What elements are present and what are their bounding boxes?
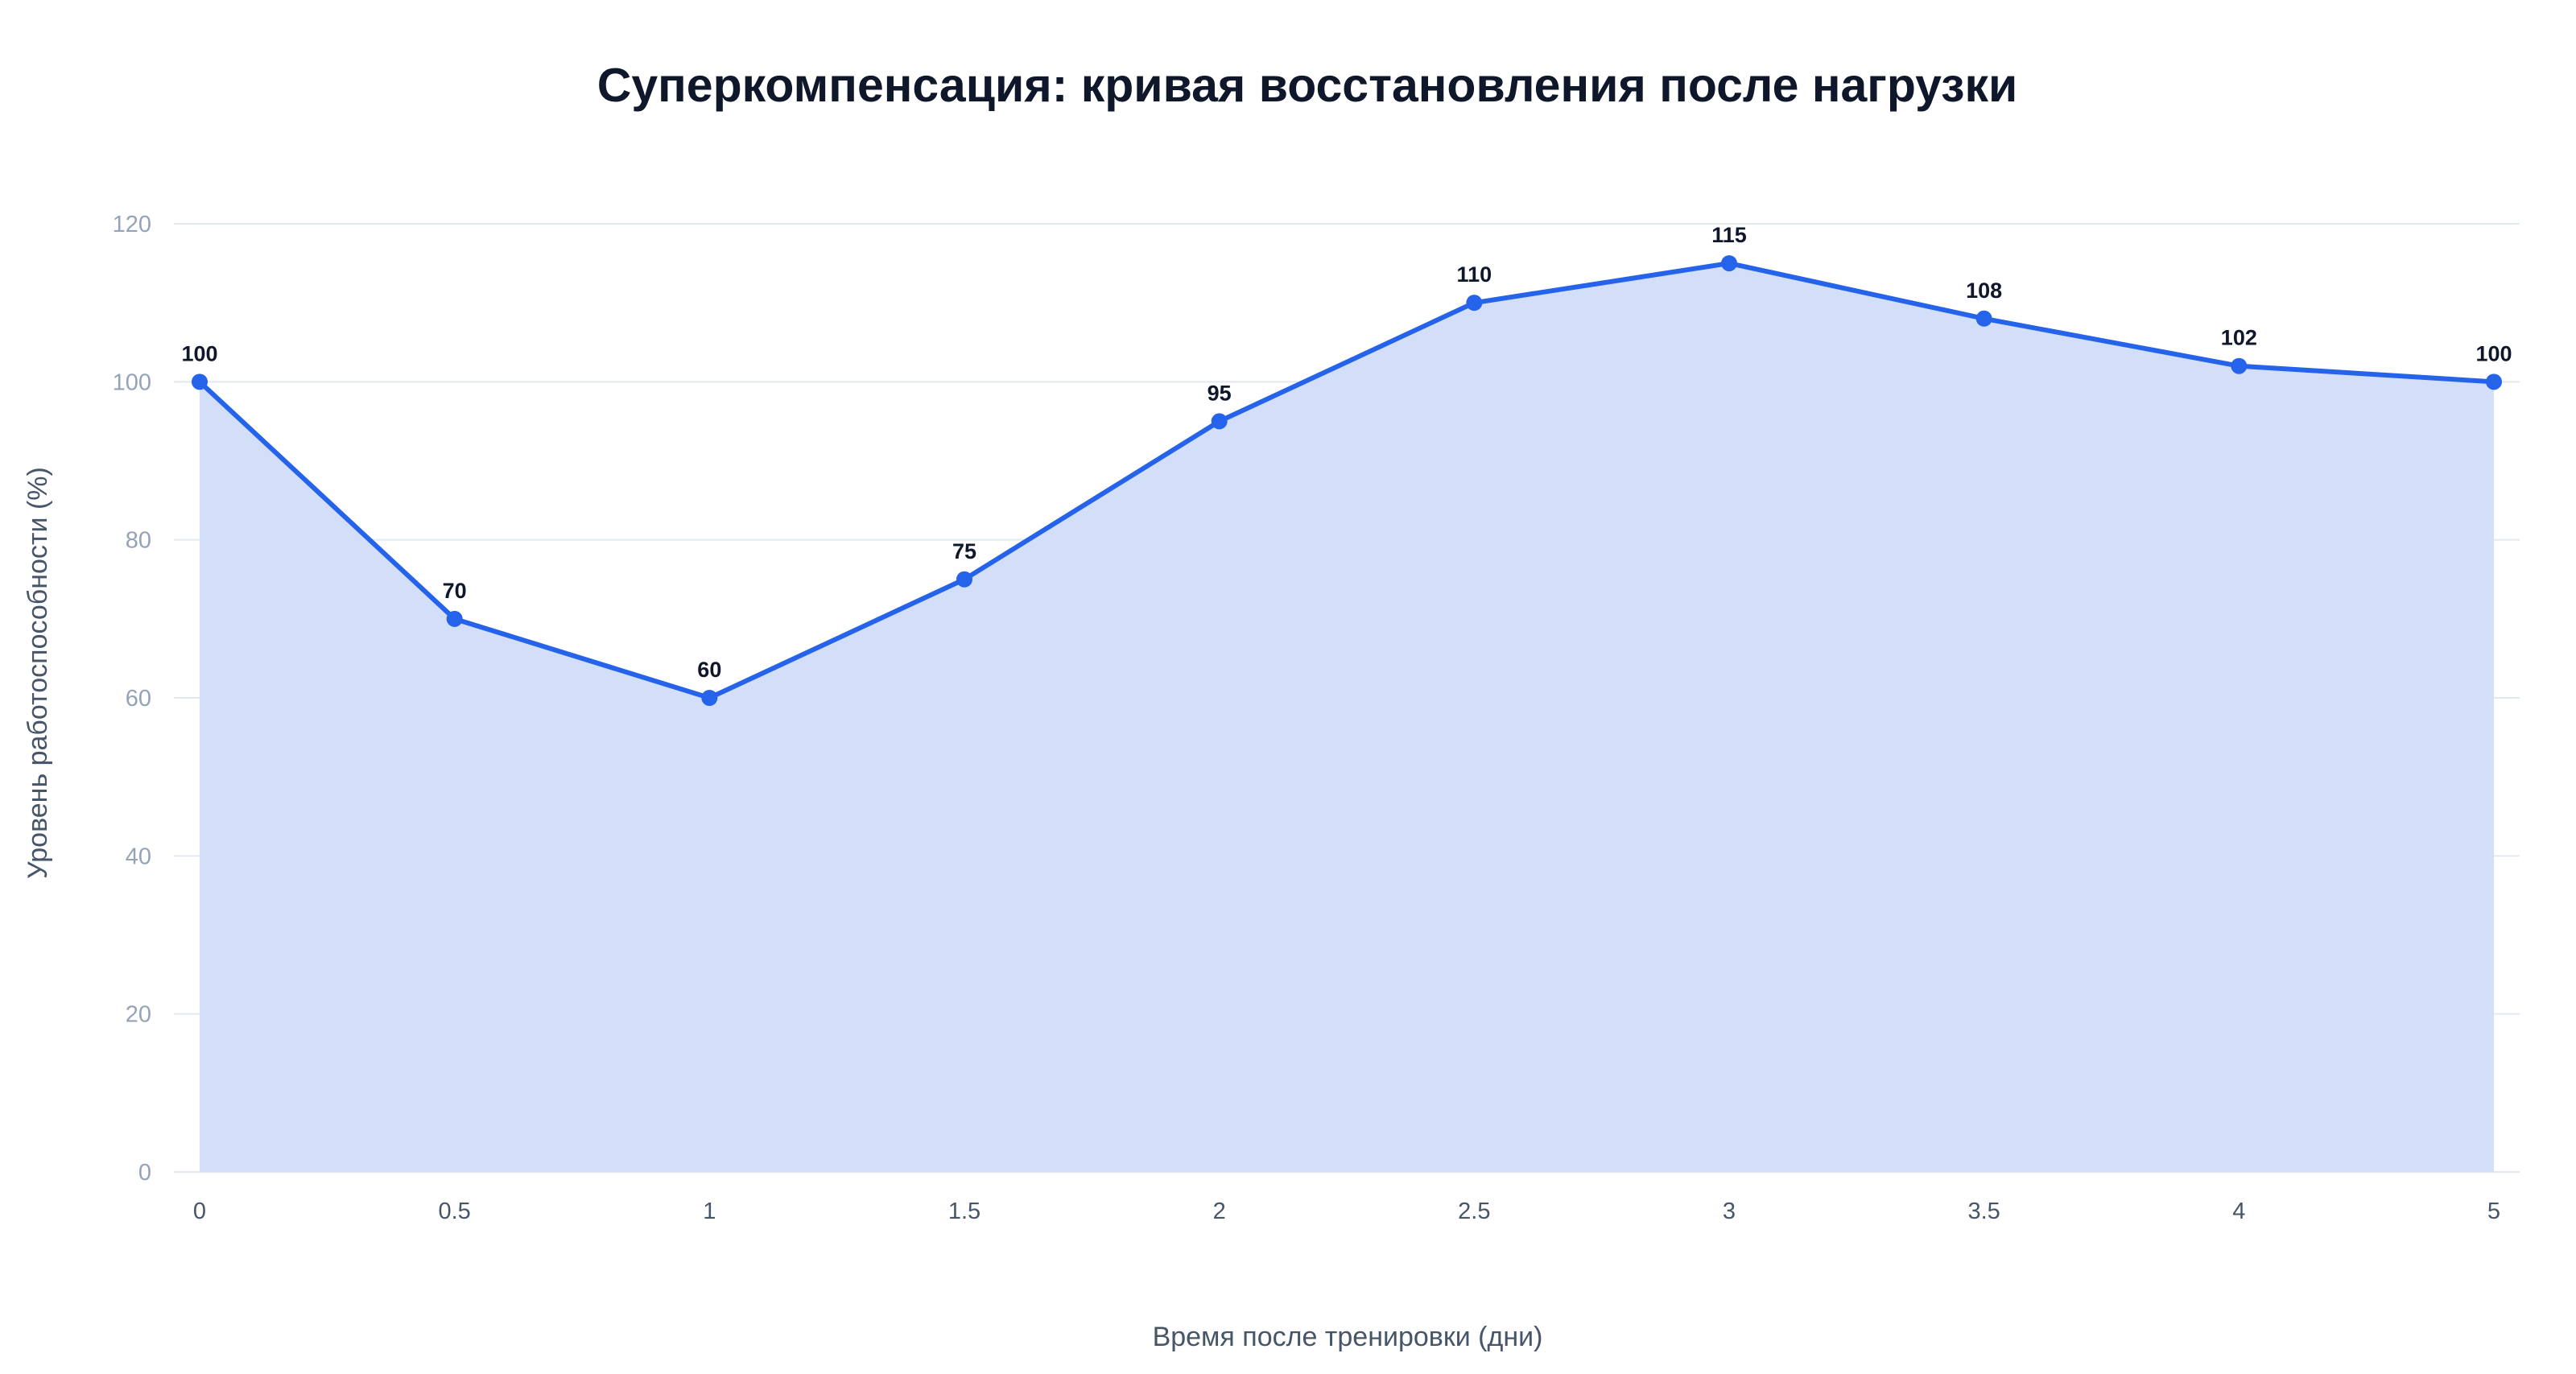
- area-fill-path: [200, 263, 2494, 1172]
- y-tick-label: 60: [126, 686, 151, 712]
- data-point: [1721, 255, 1737, 272]
- x-tick-label: 3: [1723, 1199, 1736, 1224]
- data-label: 100: [181, 341, 217, 365]
- data-label: 102: [2221, 326, 2257, 350]
- data-label: 60: [697, 658, 721, 682]
- data-label: 100: [2475, 341, 2512, 365]
- x-tick-label: 2.5: [1458, 1199, 1490, 1224]
- x-tick-label: 1: [703, 1199, 716, 1224]
- x-tick-label: 1.5: [948, 1199, 980, 1224]
- x-axis-label: Время после тренировки (дни): [1153, 1322, 1543, 1352]
- x-tick-label: 5: [2487, 1199, 2500, 1224]
- data-point: [2231, 357, 2248, 374]
- x-axis-ticks: 0 0.5 1 1.5 2 2.5 3 3.5 4 5: [193, 1199, 2500, 1224]
- y-tick-label: 40: [126, 844, 151, 869]
- x-tick-label: 2: [1213, 1199, 1226, 1224]
- series-line: [197, 261, 2496, 700]
- y-axis-label: Уровень работоспособности (%): [23, 467, 53, 879]
- data-labels: 100 70 60 75 95 110 115 108 102 100: [181, 223, 2512, 682]
- x-tick-label: 3.5: [1968, 1199, 2000, 1224]
- data-label: 95: [1208, 381, 1232, 405]
- y-tick-label: 0: [138, 1160, 151, 1186]
- y-tick-label: 100: [113, 369, 151, 395]
- data-label: 110: [1457, 262, 1492, 287]
- x-tick-label: 4: [2232, 1199, 2245, 1224]
- x-tick-label: 0: [193, 1199, 206, 1224]
- data-points: [192, 255, 2502, 706]
- series-line-path: [197, 261, 2496, 700]
- data-point: [192, 373, 208, 390]
- y-tick-label: 80: [126, 528, 151, 554]
- data-point: [701, 690, 718, 706]
- y-tick-label: 20: [126, 1002, 151, 1028]
- data-point: [2486, 373, 2502, 390]
- y-tick-label: 120: [113, 212, 151, 237]
- data-point: [1975, 310, 1992, 327]
- data-point: [1466, 295, 1483, 312]
- data-label: 70: [443, 579, 467, 603]
- data-label: 108: [1966, 279, 2002, 303]
- data-point: [1211, 413, 1228, 430]
- chart-title: Суперкомпенсация: кривая восстановления …: [597, 59, 2018, 112]
- data-point: [446, 610, 463, 627]
- data-label: 75: [952, 539, 976, 563]
- data-point: [956, 571, 972, 588]
- x-tick-label: 0.5: [439, 1199, 471, 1224]
- area-fill: [200, 263, 2494, 1172]
- y-axis-ticks: 0 20 40 60 80 100 120: [113, 212, 151, 1186]
- data-label: 115: [1711, 223, 1747, 247]
